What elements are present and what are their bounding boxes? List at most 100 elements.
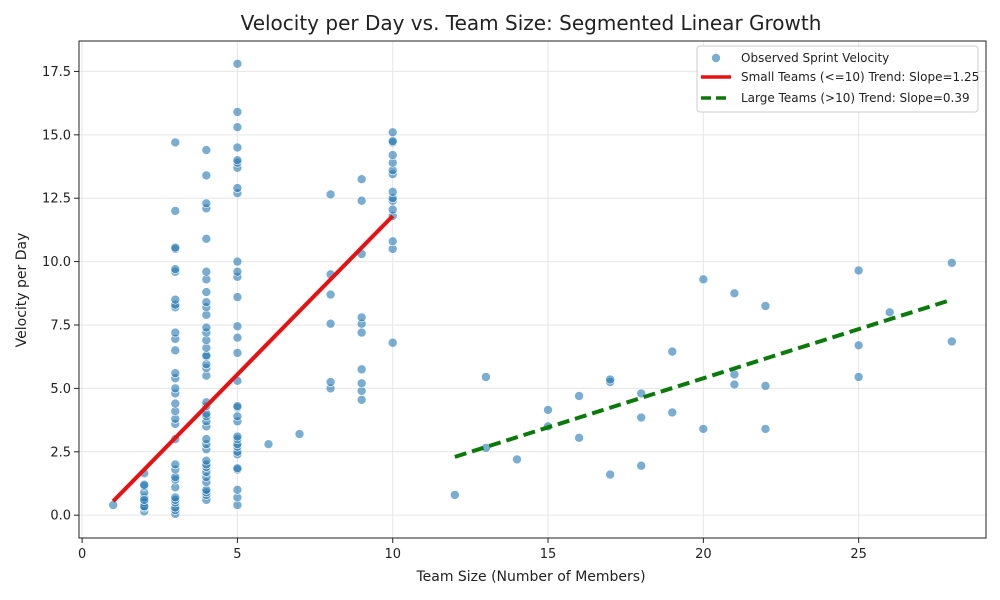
scatter-points <box>108 59 957 519</box>
data-point <box>356 312 367 323</box>
data-point <box>170 398 181 409</box>
data-point <box>170 327 181 338</box>
plot-frame <box>78 40 987 539</box>
legend-label-large-trend: Large Teams (>10) Trend: Slope=0.39 <box>741 91 970 105</box>
data-point <box>543 405 553 415</box>
x-tick-label: 5 <box>233 547 241 562</box>
x-axis: 0 5 10 15 20 25 <box>78 538 867 562</box>
data-point <box>201 233 212 244</box>
data-point <box>232 107 243 117</box>
data-point <box>356 364 367 375</box>
data-point <box>356 327 367 338</box>
data-point <box>356 174 367 184</box>
data-point <box>605 469 615 480</box>
data-point <box>325 318 336 329</box>
data-point <box>853 265 864 276</box>
data-point <box>947 258 957 268</box>
data-point <box>232 59 243 69</box>
data-point <box>636 460 647 471</box>
data-point <box>356 195 367 206</box>
data-point <box>325 189 336 200</box>
data-point <box>450 490 460 500</box>
data-point <box>201 145 212 155</box>
data-point <box>170 345 181 356</box>
data-point <box>232 256 243 267</box>
data-point <box>729 288 740 299</box>
data-point <box>170 383 181 394</box>
y-axis: 0.0 2.5 5.0 7.5 10.0 12.5 15.0 17.5 <box>42 65 79 524</box>
data-point <box>170 294 181 305</box>
grid <box>79 41 986 538</box>
data-point <box>232 401 243 411</box>
data-point <box>232 183 243 193</box>
data-point <box>387 127 398 138</box>
data-point <box>356 395 367 405</box>
data-point <box>201 266 212 277</box>
data-point <box>294 429 305 439</box>
data-point <box>232 348 243 358</box>
trend-lines <box>111 214 953 503</box>
data-point <box>170 137 181 148</box>
x-tick-label: 10 <box>384 547 401 562</box>
data-point <box>170 368 181 378</box>
data-point <box>170 492 181 503</box>
data-point <box>387 204 398 215</box>
data-point <box>201 297 212 307</box>
data-point <box>853 340 864 351</box>
data-point <box>139 495 150 505</box>
data-point <box>201 322 212 333</box>
data-point <box>387 337 398 348</box>
data-point <box>139 479 150 490</box>
data-point <box>574 391 584 401</box>
y-tick-label: 10.0 <box>42 255 71 270</box>
data-point <box>760 301 771 311</box>
data-point <box>232 485 243 495</box>
data-point <box>325 289 336 300</box>
data-point <box>232 292 243 302</box>
data-point <box>698 424 709 434</box>
data-point <box>512 454 522 465</box>
data-point <box>263 439 274 449</box>
data-point <box>232 463 243 474</box>
x-axis-label: Team Size (Number of Members) <box>415 569 645 585</box>
data-point <box>387 136 398 146</box>
data-point <box>667 346 678 357</box>
data-point <box>387 236 398 247</box>
data-point <box>232 332 243 343</box>
y-tick-label: 15.0 <box>42 128 71 143</box>
data-point <box>170 459 181 470</box>
data-point <box>698 274 709 285</box>
data-point <box>232 155 243 165</box>
data-point <box>760 424 771 434</box>
data-point <box>232 142 243 153</box>
y-tick-label: 17.5 <box>42 65 71 80</box>
data-point <box>201 434 212 444</box>
data-point <box>201 170 212 181</box>
legend-marker-observed <box>711 53 721 63</box>
x-tick-label: 25 <box>850 547 867 562</box>
y-tick-label: 2.5 <box>50 445 71 460</box>
data-point <box>232 411 243 422</box>
legend-box <box>696 45 979 113</box>
data-point <box>232 431 243 442</box>
data-point <box>387 150 398 160</box>
data-point <box>201 455 212 466</box>
data-point <box>325 377 336 387</box>
data-point <box>853 372 864 382</box>
large-teams-trend-line <box>454 297 953 459</box>
legend: Observed Sprint Velocity Small Teams (<=… <box>696 45 979 113</box>
data-point <box>170 242 181 253</box>
data-point <box>481 372 491 382</box>
data-point <box>232 266 243 277</box>
data-point <box>574 433 584 443</box>
data-point <box>729 379 740 390</box>
data-point <box>108 500 118 510</box>
data-point <box>201 287 212 297</box>
data-point <box>232 321 243 332</box>
data-point <box>605 374 615 385</box>
data-point <box>636 412 647 423</box>
data-point <box>232 122 243 133</box>
y-tick-label: 5.0 <box>50 382 71 397</box>
legend-label-small-trend: Small Teams (<=10) Trend: Slope=1.25 <box>741 70 979 84</box>
